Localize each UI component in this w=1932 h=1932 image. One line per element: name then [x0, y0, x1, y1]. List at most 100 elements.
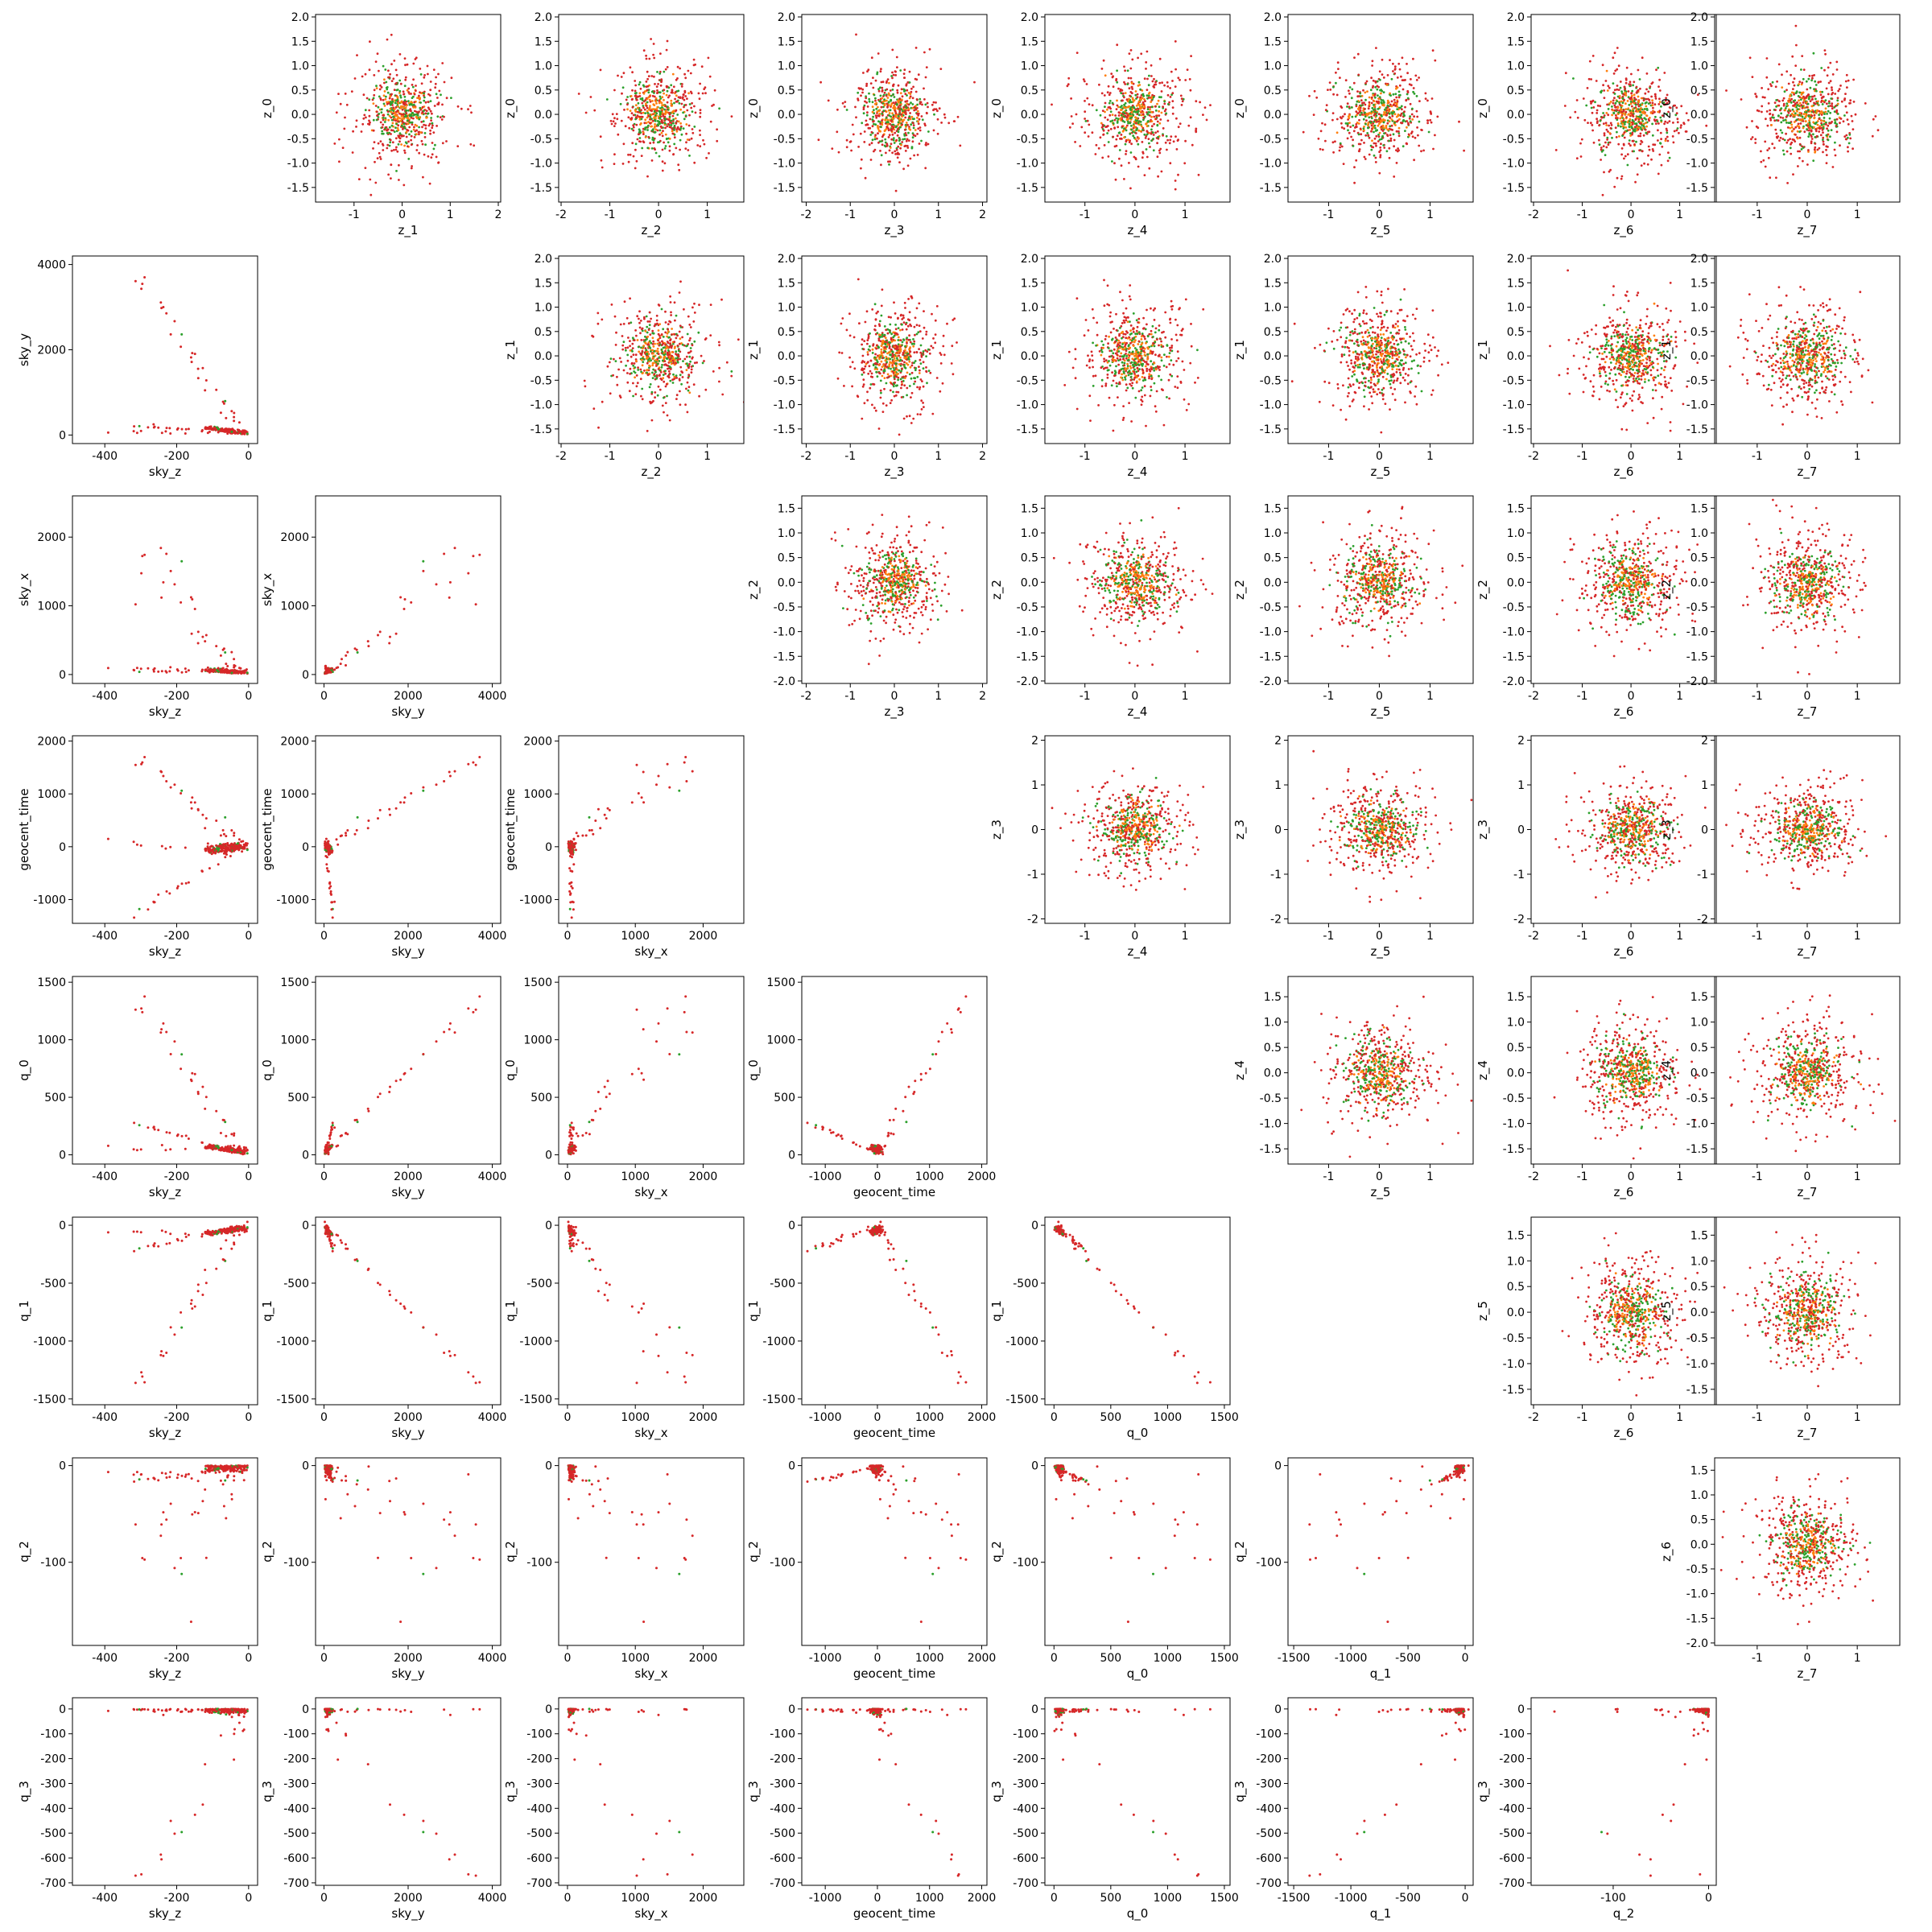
- point: [570, 842, 573, 844]
- point: [572, 863, 576, 866]
- x-tick-label: 0: [564, 1411, 571, 1424]
- point: [180, 882, 184, 886]
- point: [134, 1008, 137, 1011]
- point: [666, 1473, 669, 1476]
- point: [217, 427, 220, 431]
- point: [668, 1326, 671, 1329]
- point: [576, 1134, 580, 1137]
- y-tick-label: -1000: [762, 1335, 795, 1348]
- point: [230, 829, 233, 832]
- y-tick-label: 1000: [280, 788, 309, 801]
- point: [215, 819, 218, 822]
- panel-points: [324, 1220, 481, 1385]
- y-tick-label: 2000: [37, 736, 66, 749]
- panel-points: [324, 1464, 481, 1624]
- point: [581, 1479, 584, 1482]
- point: [328, 1230, 332, 1233]
- point: [571, 1134, 574, 1137]
- point: [180, 1134, 184, 1137]
- point: [209, 849, 213, 852]
- point: [605, 1096, 608, 1099]
- point: [345, 664, 347, 667]
- point: [572, 1126, 575, 1129]
- point: [568, 1245, 572, 1248]
- point: [640, 1513, 643, 1516]
- panel-points: [806, 1220, 968, 1385]
- x-tick-label: 2000: [394, 690, 423, 703]
- point: [243, 671, 246, 674]
- point: [852, 1235, 855, 1238]
- point: [233, 832, 236, 835]
- point: [888, 1258, 891, 1261]
- point: [570, 1121, 573, 1125]
- point: [325, 867, 328, 870]
- panel-points: [106, 1464, 249, 1624]
- point: [215, 1267, 218, 1270]
- point: [877, 1229, 880, 1232]
- point: [606, 1298, 609, 1302]
- point: [218, 1471, 221, 1474]
- point: [327, 1153, 330, 1156]
- point: [655, 1333, 658, 1336]
- point: [828, 1129, 832, 1132]
- point: [147, 1245, 150, 1248]
- point: [630, 1511, 634, 1513]
- point: [132, 1148, 135, 1151]
- point: [241, 850, 244, 853]
- point: [388, 1290, 391, 1293]
- point: [346, 829, 349, 832]
- point: [912, 1092, 915, 1096]
- point: [478, 756, 481, 758]
- point: [1109, 1282, 1113, 1285]
- point: [230, 1133, 233, 1136]
- point: [230, 1497, 233, 1501]
- point: [164, 847, 167, 850]
- point: [840, 1137, 844, 1140]
- x-tick-label: -400: [92, 450, 118, 463]
- x-tick-label: 4000: [478, 690, 507, 703]
- point: [225, 663, 228, 666]
- point: [572, 1242, 575, 1245]
- y-tick-label: 2000: [37, 531, 66, 544]
- point: [581, 1241, 584, 1245]
- point: [388, 807, 391, 811]
- point: [657, 1511, 660, 1514]
- panel-frame: [315, 735, 502, 924]
- point: [204, 1107, 207, 1110]
- y-axis-label: q_2: [260, 1541, 275, 1563]
- x-axis-label: q_0: [1127, 1426, 1149, 1441]
- point: [435, 783, 438, 786]
- point: [224, 1469, 227, 1472]
- x-tick-label: 0: [564, 930, 571, 943]
- point: [191, 352, 194, 355]
- point: [168, 1476, 171, 1479]
- point: [245, 1146, 247, 1150]
- point: [453, 1031, 456, 1034]
- point: [204, 1269, 207, 1271]
- point: [448, 580, 452, 584]
- point: [189, 356, 192, 359]
- point: [568, 1134, 572, 1137]
- point: [879, 1229, 882, 1232]
- point: [190, 361, 193, 364]
- point: [341, 834, 343, 837]
- point: [216, 847, 218, 850]
- x-tick-label: 0: [320, 1411, 328, 1424]
- point: [215, 1109, 218, 1113]
- point: [877, 1147, 879, 1150]
- point: [637, 1067, 640, 1071]
- point: [216, 426, 218, 429]
- point: [234, 846, 237, 848]
- point: [106, 1231, 109, 1234]
- point: [1056, 1226, 1059, 1229]
- point: [448, 1022, 452, 1025]
- y-tick-label: -1500: [519, 1393, 552, 1406]
- point: [226, 1474, 229, 1477]
- point: [1173, 1353, 1176, 1356]
- point: [467, 1473, 470, 1476]
- point: [399, 801, 402, 804]
- point: [190, 1080, 193, 1083]
- point: [138, 1478, 141, 1481]
- point: [200, 1235, 204, 1238]
- point: [219, 1247, 222, 1250]
